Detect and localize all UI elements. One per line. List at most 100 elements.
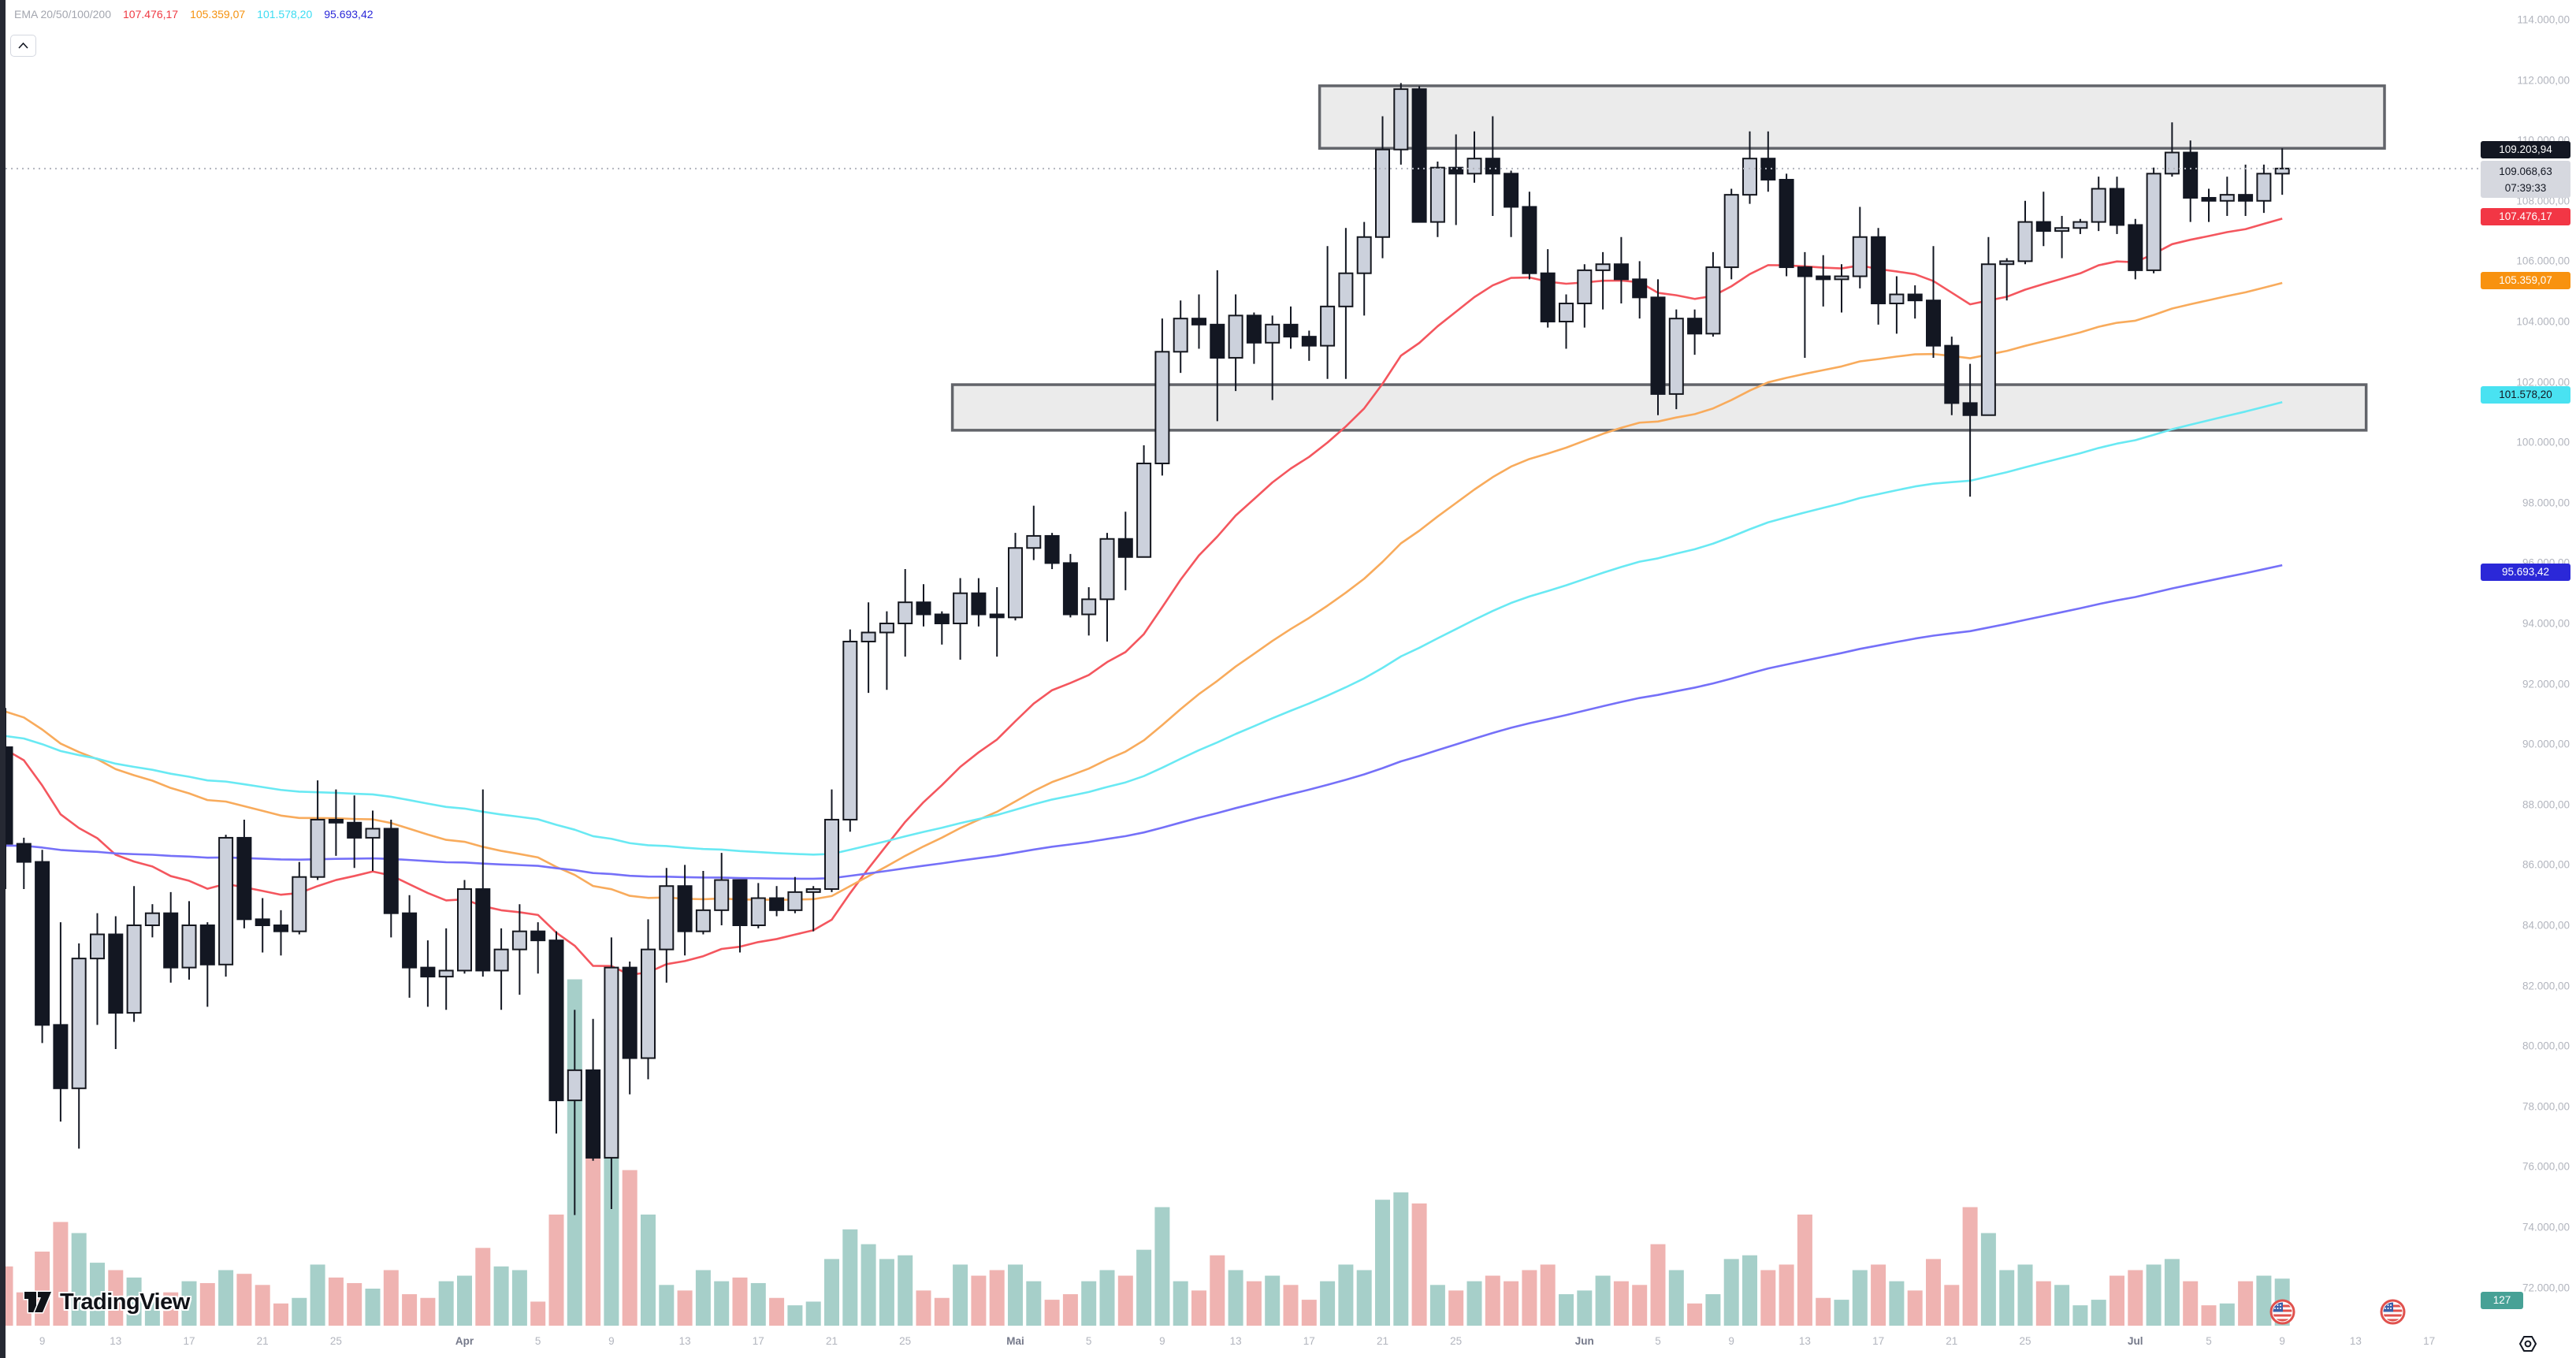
volume-bar[interactable] <box>2091 1300 2106 1326</box>
volume-bar[interactable] <box>1191 1290 1206 1326</box>
volume-bar[interactable] <box>1522 1270 1537 1326</box>
candle-down[interactable] <box>1044 534 1060 564</box>
volume-bar[interactable] <box>1650 1244 1666 1326</box>
resistance-zone[interactable] <box>1318 84 2386 150</box>
price-scale-settings-icon[interactable] <box>2517 1333 2539 1355</box>
candle-up[interactable] <box>787 891 803 911</box>
candle-down[interactable] <box>1962 402 1978 416</box>
volume-bar[interactable] <box>1926 1259 1941 1326</box>
volume-bar[interactable] <box>1907 1290 1923 1326</box>
volume-bar[interactable] <box>1210 1255 1225 1326</box>
candle-down[interactable] <box>1687 318 1703 335</box>
volume-bar[interactable] <box>292 1297 307 1326</box>
ema100-line[interactable] <box>5 400 2283 856</box>
candle-up[interactable] <box>1228 314 1243 359</box>
candle-down[interactable] <box>548 939 564 1102</box>
candle-up[interactable] <box>898 601 913 625</box>
candle-up[interactable] <box>457 888 472 972</box>
candle-down[interactable] <box>402 912 418 969</box>
candle-down[interactable] <box>1871 236 1886 305</box>
volume-bar[interactable] <box>1448 1290 1464 1326</box>
volume-bar[interactable] <box>714 1281 730 1326</box>
volume-bar[interactable] <box>1889 1281 1905 1326</box>
time-axis[interactable]: 9 13 17 21 25 Apr 5 9 13 17 21 25 Mai 5 9 13 17 21 25 Jun 5 9… <box>0 1326 2576 1358</box>
volume-bar[interactable] <box>2146 1264 2162 1326</box>
volume-bar[interactable] <box>53 1222 69 1326</box>
volume-bar[interactable] <box>622 1170 637 1326</box>
volume-bar[interactable] <box>1246 1281 1262 1326</box>
volume-bar[interactable] <box>695 1270 711 1326</box>
candle-up[interactable] <box>1081 598 1097 616</box>
volume-bar[interactable] <box>879 1259 894 1326</box>
candle-up[interactable] <box>181 925 197 969</box>
candle-up[interactable] <box>1852 236 1868 277</box>
volume-bar[interactable] <box>1962 1207 1978 1326</box>
candle-up[interactable] <box>1999 260 2015 266</box>
volume-bar[interactable] <box>2072 1305 2088 1326</box>
volume-bar[interactable] <box>1062 1294 1078 1326</box>
volume-bar[interactable] <box>365 1289 381 1326</box>
candle-down[interactable] <box>2109 188 2124 226</box>
volume-bar[interactable] <box>1577 1290 1593 1326</box>
volume-bar[interactable] <box>953 1264 968 1326</box>
candle-down[interactable] <box>530 930 546 942</box>
volume-bar[interactable] <box>1136 1249 1152 1326</box>
candle-down[interactable] <box>236 836 252 921</box>
candle-down[interactable] <box>1485 158 1500 175</box>
candle-down[interactable] <box>1797 266 1812 277</box>
candle-down[interactable] <box>1907 293 1923 302</box>
candle-down[interactable] <box>53 1024 69 1089</box>
volume-bar[interactable] <box>420 1297 436 1326</box>
candle-up[interactable] <box>879 623 894 634</box>
volume-bar[interactable] <box>199 1282 215 1326</box>
candle-down[interactable] <box>989 613 1005 619</box>
candle-up[interactable] <box>1154 351 1170 465</box>
volume-bar[interactable] <box>108 1270 124 1326</box>
candle-up[interactable] <box>365 828 381 839</box>
volume-bar[interactable] <box>1485 1275 1500 1326</box>
volume-bar[interactable] <box>1301 1300 1317 1326</box>
candle-up[interactable] <box>604 966 619 1159</box>
candle-down[interactable] <box>1062 562 1078 616</box>
candle-up[interactable] <box>695 909 711 932</box>
candle-down[interactable] <box>1283 323 1299 338</box>
candle-down[interactable] <box>2183 151 2199 199</box>
candle-down[interactable] <box>163 912 179 969</box>
volume-bar[interactable] <box>530 1301 546 1326</box>
candle-down[interactable] <box>916 601 931 616</box>
volume-bar[interactable] <box>1834 1300 1849 1326</box>
volume-bar[interactable] <box>1871 1264 1886 1326</box>
volume-bar[interactable] <box>1540 1264 1556 1326</box>
volume-bar[interactable] <box>861 1244 876 1326</box>
volume-bar[interactable] <box>383 1270 399 1326</box>
volume-bar[interactable] <box>1466 1281 1482 1326</box>
volume-bar[interactable] <box>2183 1281 2199 1326</box>
candle-down[interactable] <box>199 925 215 965</box>
volume-bar[interactable] <box>677 1290 693 1326</box>
legend-collapse-button[interactable] <box>10 35 36 57</box>
candle-up[interactable] <box>2054 227 2070 233</box>
candle-down[interactable] <box>2128 224 2143 271</box>
candle-up[interactable] <box>824 818 839 891</box>
candle-down[interactable] <box>1522 206 1537 274</box>
volume-bar[interactable] <box>255 1285 270 1326</box>
volume-bar[interactable] <box>916 1290 931 1326</box>
volume-bar[interactable] <box>1154 1207 1170 1326</box>
volume-bar[interactable] <box>1687 1303 1703 1326</box>
candle-down[interactable] <box>328 818 344 824</box>
volume-bar[interactable] <box>1797 1215 1812 1326</box>
candle-up[interactable] <box>1008 547 1023 619</box>
volume-bar[interactable] <box>1723 1259 1739 1326</box>
volume-bar[interactable] <box>1338 1264 1354 1326</box>
candle-up[interactable] <box>1099 538 1115 601</box>
volume-bar[interactable] <box>1999 1270 2015 1326</box>
candle-up[interactable] <box>1705 266 1721 335</box>
candle-up[interactable] <box>493 948 509 972</box>
candle-down[interactable] <box>383 828 399 914</box>
volume-bar[interactable] <box>457 1275 472 1326</box>
volume-bar[interactable] <box>1595 1275 1611 1326</box>
candle-down[interactable] <box>1411 88 1427 223</box>
volume-bar[interactable] <box>750 1282 766 1326</box>
candle-up[interactable] <box>714 879 730 911</box>
